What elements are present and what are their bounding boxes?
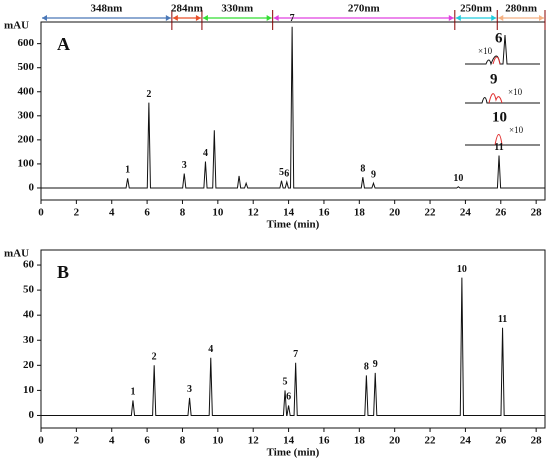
segment-label: 250nm xyxy=(460,3,492,15)
y-tick-label: 10 xyxy=(23,384,35,396)
peak-label: 2 xyxy=(146,89,151,100)
y-tick-label: 60 xyxy=(23,259,35,271)
x-tick-label: 4 xyxy=(109,207,115,219)
peak-label: 6 xyxy=(284,168,289,179)
inset-note: ×10 xyxy=(478,46,493,56)
x-tick-label: 6 xyxy=(144,207,150,219)
inset-highlight xyxy=(488,93,503,104)
x-tick-label: 8 xyxy=(180,207,186,219)
peak-label: 4 xyxy=(203,148,208,159)
segment-label: 284nm xyxy=(171,3,203,15)
x-tick-label: 26 xyxy=(495,207,507,219)
peak-label: 2 xyxy=(152,352,157,363)
x-tick-label: 12 xyxy=(248,435,260,447)
x-tick-label: 18 xyxy=(354,207,366,219)
x-tick-label: 28 xyxy=(531,207,543,219)
x-tick-label: 14 xyxy=(283,435,295,447)
x-tick-label: 20 xyxy=(389,207,401,219)
x-tick-label: 24 xyxy=(460,435,472,447)
y-tick-label: 500 xyxy=(18,61,35,73)
segment-label: 280nm xyxy=(505,3,537,15)
trace xyxy=(41,26,545,189)
y-tick-label: 40 xyxy=(23,309,35,321)
y-tick-label: 20 xyxy=(23,359,35,371)
x-tick-label: 22 xyxy=(425,435,437,447)
y-axis-title: mAU xyxy=(4,20,29,32)
x-tick-label: 0 xyxy=(38,207,44,219)
y-axis-title: mAU xyxy=(4,248,29,260)
segment-label: 330nm xyxy=(221,3,253,15)
inset-label: 6 xyxy=(495,30,503,46)
peak-label: 8 xyxy=(364,362,369,373)
x-tick-label: 8 xyxy=(180,435,186,447)
x-tick-label: 4 xyxy=(109,435,115,447)
peak-label: 1 xyxy=(125,165,130,176)
x-tick-label: 16 xyxy=(318,207,330,219)
peak-label: 8 xyxy=(360,163,365,174)
x-tick-label: 16 xyxy=(318,435,330,447)
x-tick-label: 14 xyxy=(283,207,295,219)
peak-label: 1 xyxy=(130,387,135,398)
y-tick-label: 600 xyxy=(18,37,35,49)
peak-label: 10 xyxy=(457,264,467,275)
arrowhead xyxy=(455,15,497,21)
peak-label: 11 xyxy=(498,314,507,325)
trace xyxy=(41,277,545,416)
y-tick-label: 100 xyxy=(18,157,35,169)
y-tick-label: 0 xyxy=(29,409,35,421)
x-tick-label: 28 xyxy=(531,435,543,447)
x-tick-label: 10 xyxy=(212,207,224,219)
y-tick-label: 30 xyxy=(23,334,35,346)
x-tick-label: 18 xyxy=(354,435,366,447)
peak-label: 5 xyxy=(283,377,288,388)
x-tick-label: 22 xyxy=(425,207,437,219)
peak-label: 6 xyxy=(286,392,291,403)
peak-label: 11 xyxy=(494,142,503,153)
y-tick-label: 400 xyxy=(18,85,35,97)
x-tick-label: 20 xyxy=(389,435,401,447)
peak-label: 5 xyxy=(279,167,284,178)
peak-label: 9 xyxy=(371,169,376,180)
peak-label: 4 xyxy=(208,344,213,355)
peak-label: 10 xyxy=(453,173,463,184)
x-axis-title: Time (min) xyxy=(267,447,320,459)
panel-label: B xyxy=(57,262,69,282)
x-tick-label: 2 xyxy=(74,207,80,219)
inset-label: 9 xyxy=(490,71,498,87)
segment-label: 348nm xyxy=(91,3,123,15)
peak-label: 3 xyxy=(182,160,187,171)
x-axis-title: Time (min) xyxy=(267,219,320,231)
y-tick-label: 200 xyxy=(18,133,35,145)
x-tick-label: 10 xyxy=(212,435,224,447)
x-tick-label: 6 xyxy=(144,435,150,447)
x-tick-label: 24 xyxy=(460,207,472,219)
peak-label: 7 xyxy=(290,13,295,24)
panel-label: A xyxy=(57,34,70,54)
x-tick-label: 0 xyxy=(38,435,44,447)
segment-label: 270nm xyxy=(348,3,380,15)
inset-highlight xyxy=(492,56,501,65)
inset-note: ×10 xyxy=(508,87,523,97)
x-tick-label: 12 xyxy=(248,207,260,219)
x-tick-label: 2 xyxy=(74,435,80,447)
y-tick-label: 50 xyxy=(23,284,35,296)
x-tick-label: 26 xyxy=(495,435,507,447)
y-tick-label: 0 xyxy=(29,182,35,194)
inset-label: 10 xyxy=(492,109,507,125)
peak-label: 3 xyxy=(187,384,192,395)
inset-highlight xyxy=(494,134,503,146)
plot-frame xyxy=(40,21,546,201)
inset-trace xyxy=(465,34,540,66)
arrowhead xyxy=(498,15,544,21)
peak-label: 9 xyxy=(373,359,378,370)
inset-trace xyxy=(465,97,540,104)
plot-frame xyxy=(40,249,546,429)
peak-label: 7 xyxy=(293,349,298,360)
y-tick-label: 300 xyxy=(18,109,35,121)
inset-note: ×10 xyxy=(509,125,524,135)
